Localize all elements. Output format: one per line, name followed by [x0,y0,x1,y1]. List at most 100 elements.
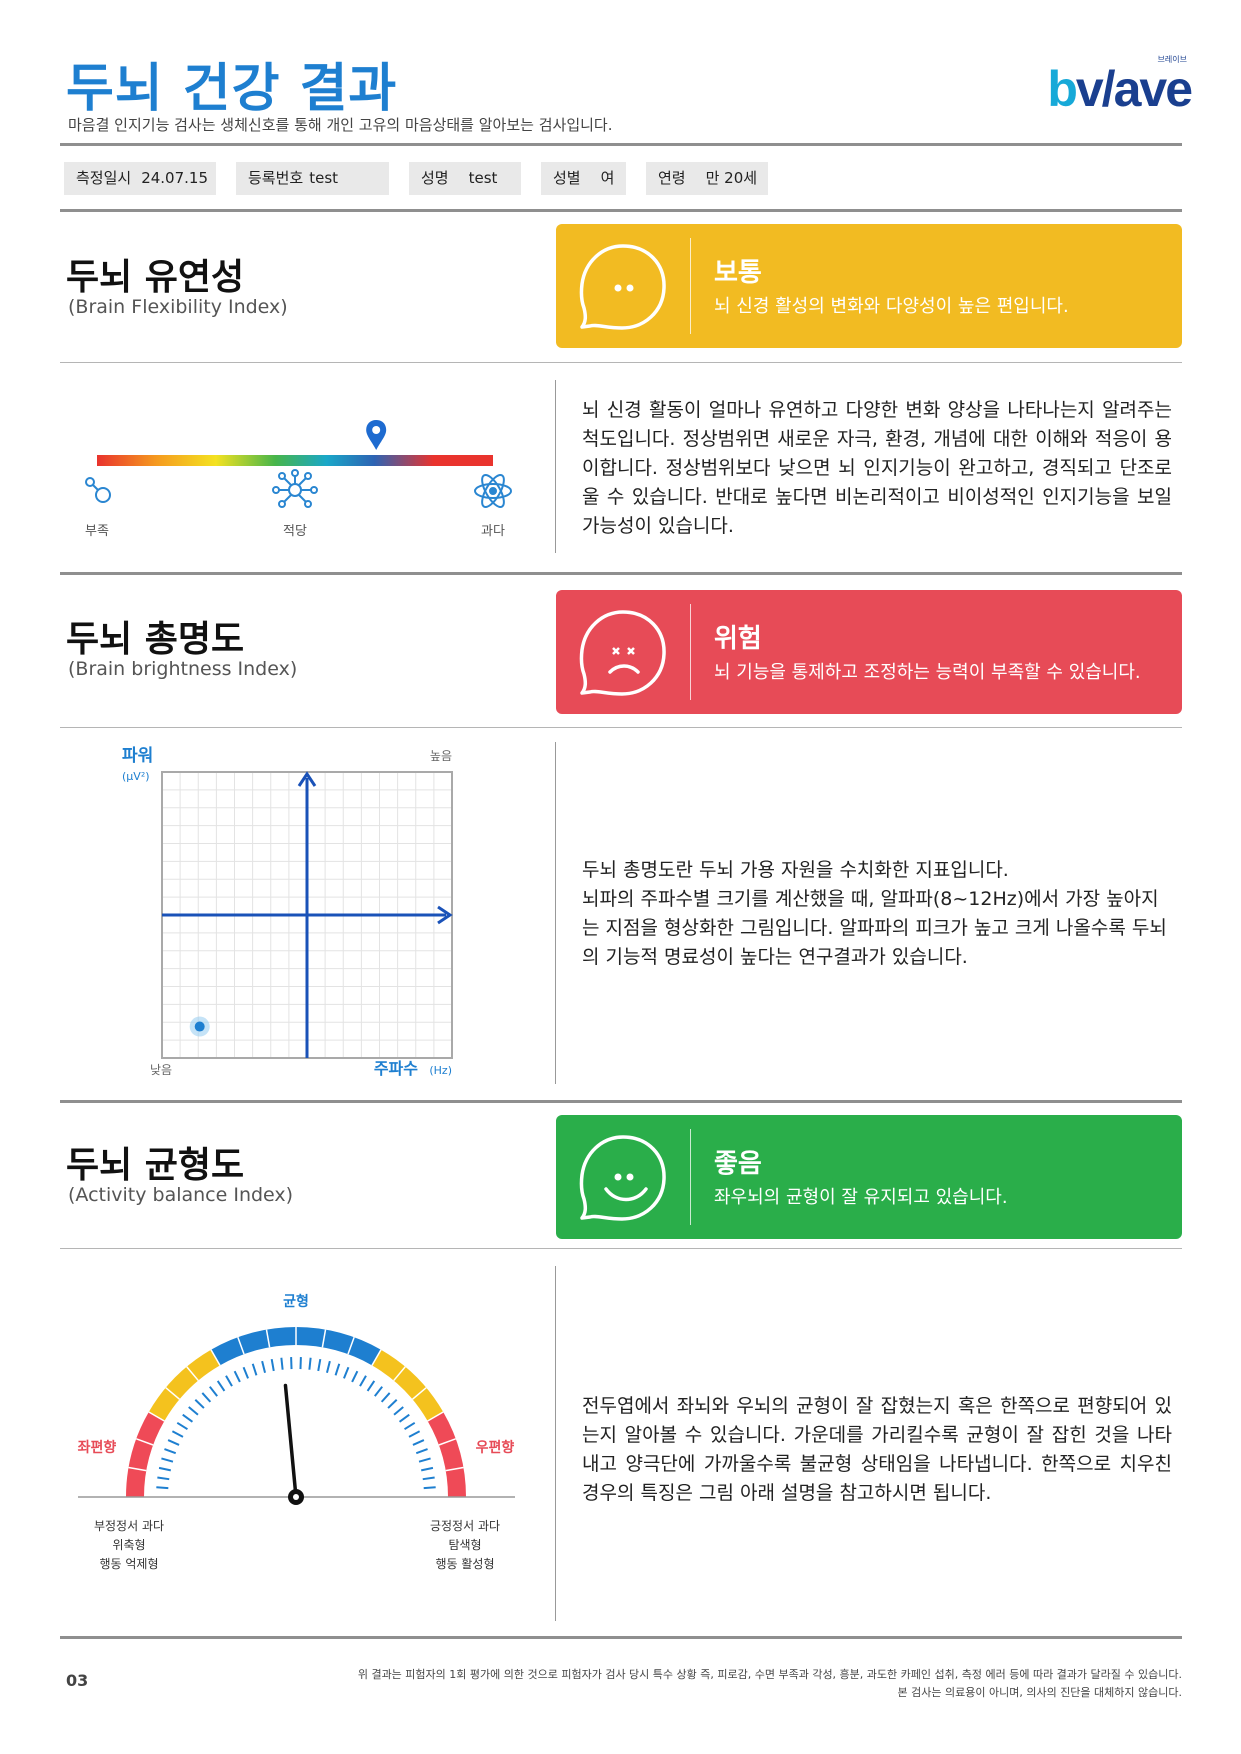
network-icon [272,469,318,508]
dizzy-face-icon [579,610,666,696]
flexibility-status-card: 보통 뇌 신경 활성의 변화와 다양성이 높은 편입니다. [556,224,1182,348]
gauge-band [126,1412,165,1497]
gauge-tick [412,1439,425,1446]
gauge-band [148,1349,220,1421]
logo-korean-text: 브레이브 [1157,55,1187,64]
balance-description: 전두엽에서 좌뇌와 우뇌의 균형이 잘 잡혔는지 혹은 한쪽으로 편향되어 있는… [582,1395,1172,1504]
atom-icon [474,474,512,508]
scale-label-low: 부족 [85,524,109,539]
neutral-face-icon [579,244,666,330]
brightness-plot: 파워 (μV²) 높음 낮음 주파수 (Hz) [122,746,453,1078]
flexibility-description: 뇌 신경 활동이 얼마나 유연하고 다양한 변화 양상을 나타나는지 알려주는 … [582,399,1172,537]
brightness-subtitle: (Brain brightness Index) [68,658,298,680]
footer-note-2: 본 검사는 의료용이 아니며, 의사의 진단을 대체하지 않습니다. [897,1686,1182,1699]
gauge-tick [209,1386,218,1397]
page-number: 03 [66,1671,89,1690]
gauge-tick [201,1392,212,1403]
left-desc-3: 행동 억제형 [99,1556,158,1571]
gauge-band [427,1412,466,1497]
gauge-tick [380,1392,391,1403]
brightness-status-title: 위험 [714,624,762,654]
balance-status-desc: 좌우뇌의 균형이 잘 유지되고 있습니다. [714,1187,1008,1208]
section-divider [60,362,1182,363]
footer-note-1: 위 결과는 피험자의 1회 평가에 의한 것으로 피험자가 검사 당시 특수 상… [357,1668,1182,1681]
gauge-tick [308,1357,312,1370]
right-desc-1: 긍정정서 과다 [430,1519,500,1533]
low-neuron-icon [85,477,111,503]
brightness-title: 두뇌 총명도 [66,619,245,660]
brightness-desc-line-2: 뇌파의 주파수별 크기를 계산했을 때, 알파파(8~12Hz)에서 가장 높아… [582,888,1167,968]
gauge-tick [404,1421,416,1431]
gauge-tick [393,1406,404,1416]
flexibility-status-desc: 뇌 신경 활성의 변화와 다양성이 높은 편입니다. [714,296,1069,317]
gauge-tick [334,1363,341,1376]
high-label: 높음 [430,749,452,763]
brightness-description: 두뇌 총명도란 두뇌 가용 자원을 수치화한 지표입니다. 뇌파의 주파수별 크… [582,856,1172,972]
low-label: 낮음 [150,1063,172,1077]
brightness-status-desc: 뇌 기능을 통제하고 조정하는 능력이 부족할 수 있습니다. [714,662,1141,683]
gauge-tick [325,1360,331,1374]
balance-status-title: 좋음 [714,1149,762,1179]
gauge-tick [398,1413,410,1423]
gauge-band [372,1349,444,1421]
flexibility-subtitle: (Brain Flexibility Index) [68,296,288,318]
x-axis-unit: (Hz) [429,1064,452,1077]
gauge-tick [374,1386,383,1397]
gauge-tick [251,1363,258,1376]
scale-label-mid: 적당 [283,524,307,539]
status-divider [690,238,691,334]
right-label: 우편향 [476,1439,515,1456]
gauge-tick [408,1430,421,1438]
footer-divider [60,1636,1182,1639]
left-label: 좌편향 [78,1439,117,1456]
location-pin-icon [366,420,387,450]
gauge-tick [233,1370,241,1383]
gauge-tick [158,1466,172,1472]
info-sex: 성별 여 [541,162,626,195]
header-divider [60,143,1182,146]
info-date: 측정일시 24.07.15 [64,162,216,195]
gauge-tick [415,1448,428,1455]
balance-subtitle: (Activity balance Index) [68,1184,294,1206]
page-subtitle: 마음결 인지기능 검사는 생체신호를 통해 개인 고유의 마음상태를 알아보는 … [68,116,613,134]
info-registration: 등록번호 test [236,162,389,195]
status-divider [690,604,691,700]
info-age: 연령 만 20세 [646,162,768,195]
y-axis-label: 파워 [122,746,153,766]
gauge-tick [420,1466,434,1472]
gauge-tick [176,1421,188,1431]
gauge-tick [156,1486,169,1490]
page-title: 두뇌 건강 결과 [66,59,398,119]
x-axis-label: 주파수 [374,1059,418,1078]
right-desc-2: 탐색형 [448,1538,481,1552]
status-divider [690,1129,691,1225]
gauge-tick [194,1399,205,1409]
gauge-tick [317,1358,322,1372]
gauge-tick [351,1370,359,1383]
balance-status-card: 좋음 좌우뇌의 균형이 잘 유지되고 있습니다. [556,1115,1182,1239]
gauge-tick [225,1375,233,1387]
gauge-tick [164,1448,177,1455]
flexibility-title: 두뇌 유연성 [66,257,245,298]
gauge-tick [418,1457,431,1463]
brightness-desc-line-1: 두뇌 총명도란 두뇌 가용 자원을 수치화한 지표입니다. [582,859,1009,881]
gauge-tick [359,1375,367,1387]
result-point [189,1016,210,1037]
gauge-tick [261,1360,267,1374]
gauge-tick [182,1413,194,1423]
brand-logo: bv/ave [1047,61,1193,117]
info-divider [60,209,1182,212]
column-divider [555,742,556,1084]
left-desc-1: 부정정서 과다 [94,1519,164,1533]
flexibility-status-title: 보통 [714,258,762,288]
balance-gauge: 균형 좌편향 우편향 부정정서 과다 위축형 행동 억제형 긍정정서 과다 탐색… [78,1293,515,1571]
center-label: 균형 [283,1293,309,1310]
spectrum-bar [97,455,493,466]
brightness-status-card: 위험 뇌 기능을 통제하고 조정하는 능력이 부족할 수 있습니다. [556,590,1182,714]
flexibility-scale: 부족 적당 과다 [85,420,512,539]
left-desc-2: 위축형 [112,1538,145,1552]
column-divider [555,380,556,553]
scale-label-high: 과다 [481,524,505,539]
gauge-band [211,1327,381,1366]
info-name: 성명 test [409,162,521,195]
